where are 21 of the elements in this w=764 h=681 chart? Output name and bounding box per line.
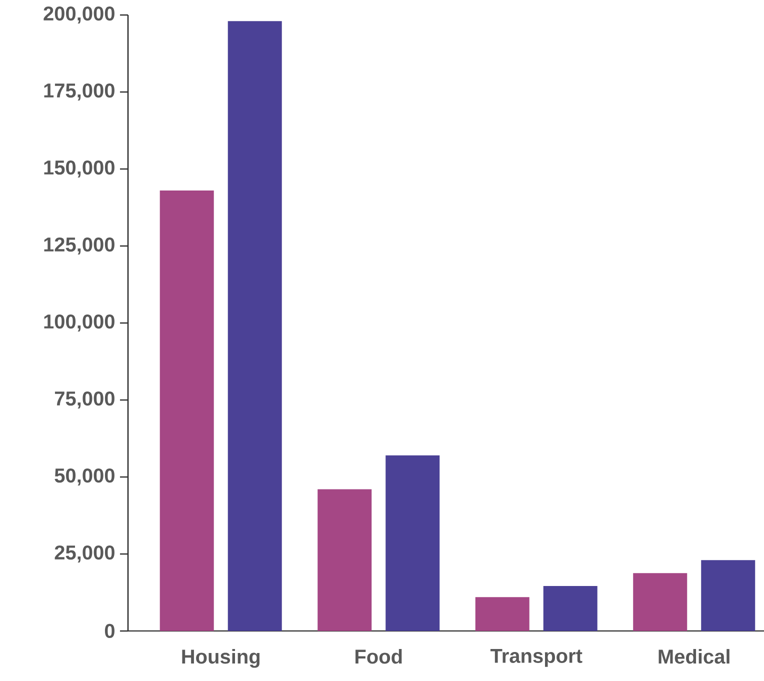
x-tick-label: Transport bbox=[490, 649, 582, 667]
y-tick-label: 50,000 bbox=[54, 468, 114, 486]
y-tick-label: 25,000 bbox=[54, 545, 114, 563]
y-tick-label: 100,000 bbox=[44, 314, 114, 332]
bar bbox=[475, 597, 530, 631]
y-tick-label: 75,000 bbox=[54, 391, 114, 409]
bar bbox=[318, 489, 372, 631]
bar bbox=[701, 560, 756, 631]
bar bbox=[633, 573, 688, 631]
bar bbox=[543, 586, 598, 631]
y-tick-label: 200,000 bbox=[44, 6, 114, 24]
x-tick-label: Housing bbox=[182, 649, 260, 668]
bar bbox=[160, 190, 214, 631]
y-tick-label: 0 bbox=[104, 624, 114, 638]
bar bbox=[386, 455, 440, 631]
x-tick-label: Food bbox=[356, 649, 402, 664]
bar bbox=[228, 21, 282, 631]
y-tick-label: 175,000 bbox=[44, 83, 114, 101]
y-tick-label: 150,000 bbox=[44, 160, 114, 178]
x-tick-label: Medical bbox=[658, 649, 730, 664]
y-tick-label: 125,000 bbox=[44, 237, 114, 255]
